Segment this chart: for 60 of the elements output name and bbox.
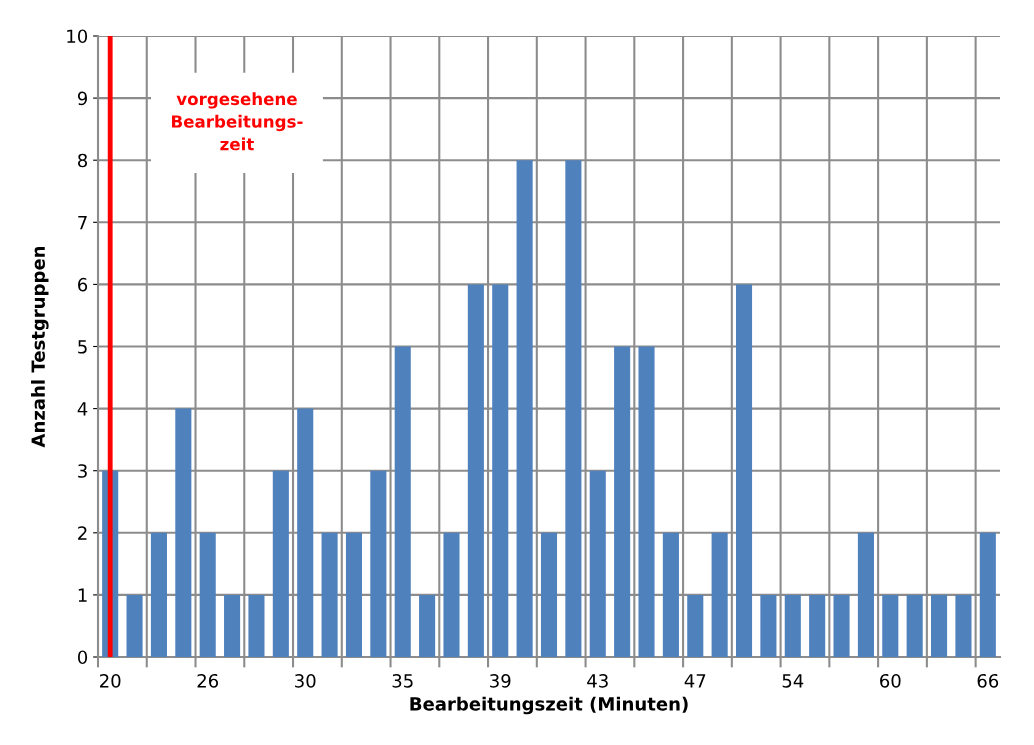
bar [492,284,509,657]
bar [589,470,606,657]
bar [931,594,948,657]
bar [687,594,704,657]
y-tick-label: 6 [78,277,88,292]
x-tick-label: 26 [197,673,219,688]
bar [345,532,363,657]
y-tick-label: 4 [77,402,88,416]
y-tick-label: 8 [78,153,88,168]
bar [540,532,558,657]
y-tick-label: 1 [78,588,87,602]
x-tick-label: 35 [392,673,413,688]
y-tick-label: 0 [77,650,88,665]
x-axis-title: Bearbeitungszeit (Minuten) [410,696,688,715]
y-tick-label: 10 [67,29,88,44]
bar [126,594,143,657]
x-tick-label: 47 [684,674,706,688]
bar [394,346,411,657]
bar [662,532,679,657]
bar [321,532,338,657]
x-tick-label: 43 [587,673,608,688]
bar [857,532,874,657]
bar [467,284,484,657]
y-tick-label: 5 [78,340,87,354]
bar [760,594,777,657]
bar [199,532,216,657]
bar [638,346,655,657]
bar [614,346,631,657]
x-tick-label: 30 [295,673,316,688]
bar [809,594,826,657]
bar [833,594,850,657]
y-tick-label: 3 [78,464,87,478]
bar [175,408,192,657]
bar [979,532,996,657]
x-tick-label: 39 [490,673,511,688]
bar [248,594,265,657]
bar [272,470,289,657]
bar [370,470,387,657]
bar [784,594,801,657]
y-tick-label: 9 [77,91,88,106]
bar [955,594,972,657]
bar [443,532,460,657]
x-tick-label: 20 [100,673,121,688]
bar [882,594,899,657]
bar [516,160,533,657]
x-tick-label: 66 [977,673,999,688]
x-tick-label: 60 [880,673,901,688]
bar [906,594,923,657]
bar [711,532,728,657]
bar [419,594,436,657]
x-tick-label: 54 [782,674,804,688]
y-tick-label: 7 [78,216,87,230]
bar [150,532,167,657]
bar [297,408,314,657]
y-axis-title: Anzahl Testgruppen [31,246,49,448]
bar [224,594,241,657]
ref-line-label: vorgesehene Bearbeitungs- zeit [172,92,303,151]
bar [735,284,753,657]
y-tick-label: 2 [78,526,87,540]
bar [565,160,582,657]
